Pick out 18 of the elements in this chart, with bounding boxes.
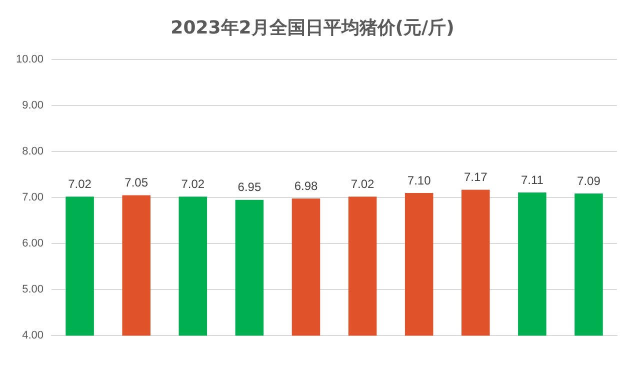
data-label: 6.98: [294, 178, 318, 193]
y-tick-label: 5.00: [22, 284, 44, 296]
data-label: 7.11: [520, 172, 544, 187]
data-label: 7.02: [181, 176, 205, 191]
y-tick-label: 6.00: [22, 238, 44, 250]
data-label: 7.05: [124, 176, 148, 190]
data-label: 6.95: [238, 180, 262, 194]
data-label: 7.09: [577, 174, 601, 188]
data-label: 7.02: [68, 176, 92, 191]
data-label: 7.17: [464, 170, 488, 184]
y-tick-label: 4.00: [22, 330, 44, 342]
y-tick-label: 10.00: [16, 54, 44, 66]
data-label: 7.10: [407, 173, 432, 188]
y-tick-label: 7.00: [22, 192, 44, 204]
y-tick-label: 9.00: [22, 100, 44, 112]
y-tick-label: 8.00: [22, 146, 44, 158]
chart-title: 2023年2月全国日平均猪价(元/斤): [170, 17, 454, 38]
data-label: 7.02: [350, 176, 375, 191]
